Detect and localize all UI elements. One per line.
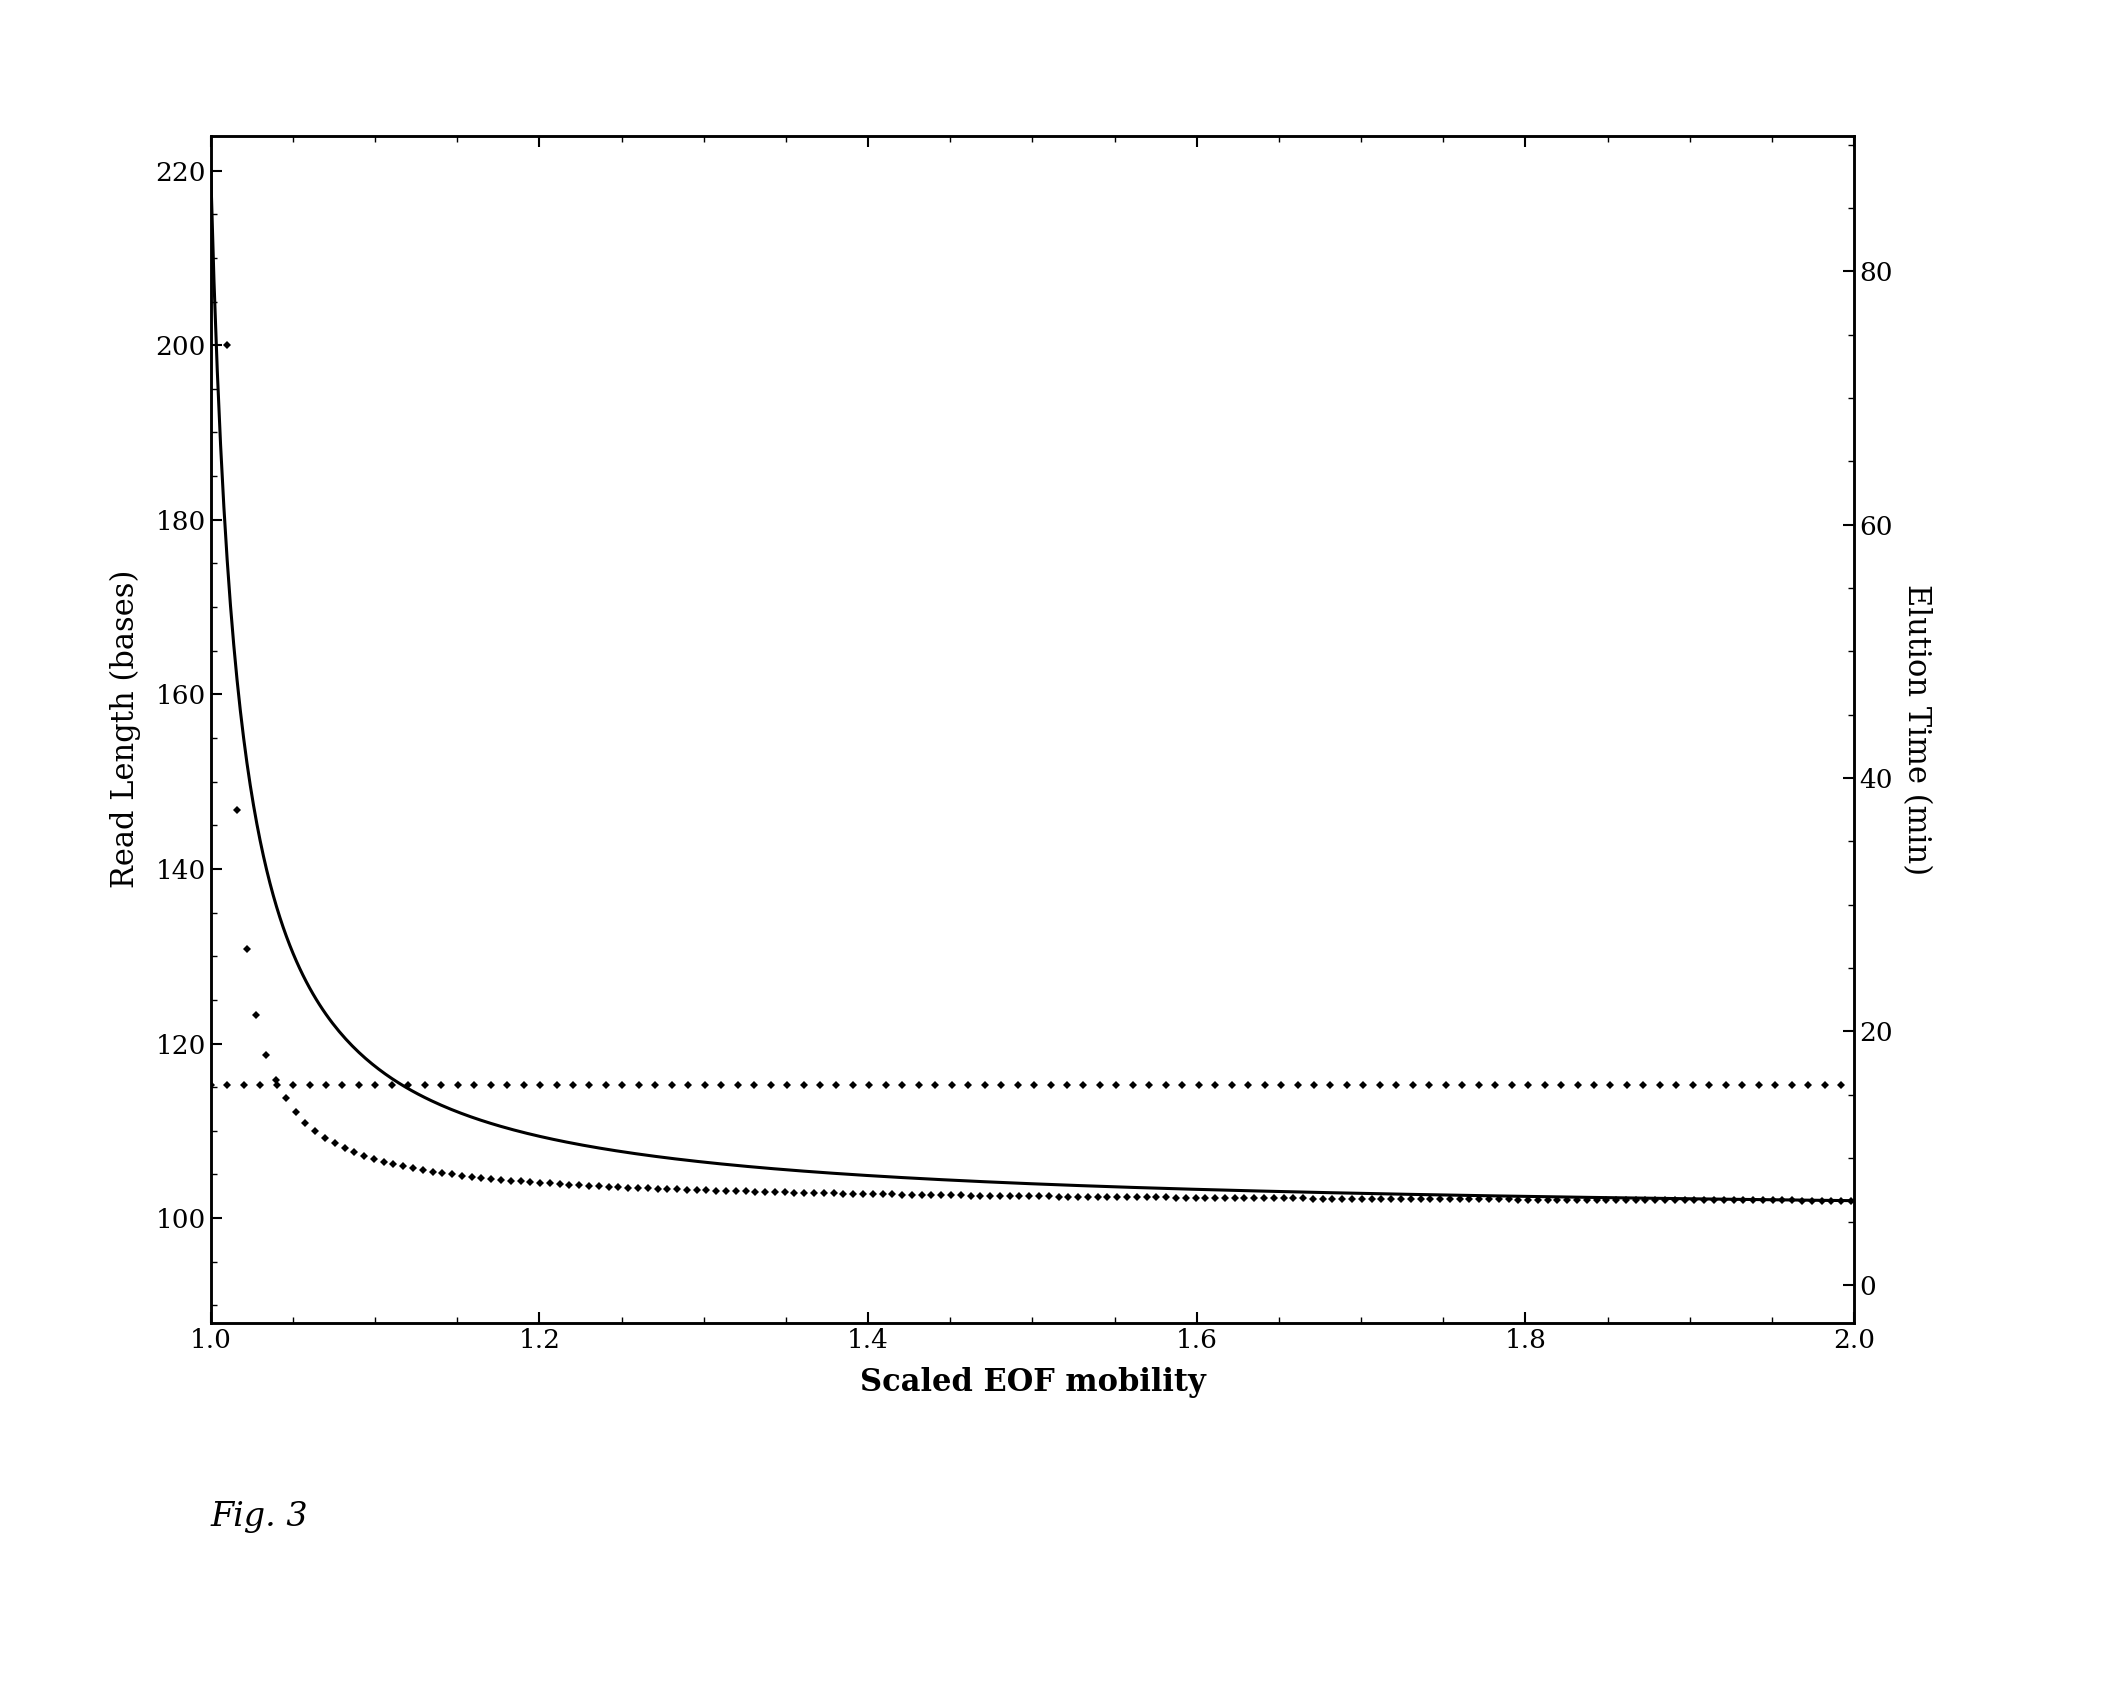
Y-axis label: Read Length (bases): Read Length (bases) [110,570,141,889]
Y-axis label: Elution Time (min): Elution Time (min) [1901,583,1932,875]
Text: Fig. 3: Fig. 3 [211,1501,308,1533]
X-axis label: Scaled EOF mobility: Scaled EOF mobility [860,1367,1205,1398]
